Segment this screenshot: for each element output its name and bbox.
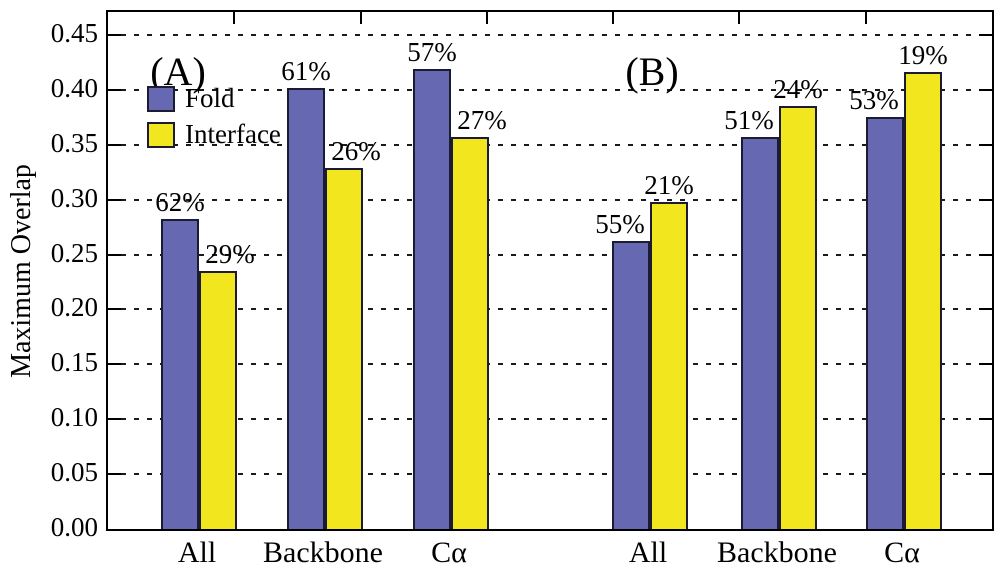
fold-bar-b-2	[866, 117, 904, 529]
gridline	[108, 89, 992, 91]
y-tick-label: 0.00	[50, 512, 98, 542]
fold-bar-a-1	[287, 87, 325, 529]
x-tick-label: Cα	[431, 536, 467, 569]
bar-percentage-label: 53%	[849, 85, 899, 116]
top-axis-tick	[738, 12, 741, 24]
left-axis-tick	[108, 34, 121, 36]
left-axis-tick	[108, 418, 121, 420]
x-tick-label: All	[177, 536, 217, 569]
right-axis-tick	[979, 363, 992, 365]
bar-percentage-label: 62%	[155, 187, 205, 218]
panel-label-b: (B)	[625, 49, 679, 94]
right-axis-tick	[979, 308, 992, 310]
legend-label-interface: Interface	[185, 119, 281, 149]
fold-bar-b-0	[612, 241, 650, 529]
interface-bar-b-0	[650, 201, 688, 529]
bar-percentage-label: 57%	[407, 37, 457, 68]
gridline	[108, 254, 992, 256]
y-tick-label: 0.20	[50, 292, 98, 323]
fold-bar-a-0	[161, 219, 199, 529]
x-tick-label: All	[628, 536, 668, 569]
y-tick-label: 0.40	[50, 72, 98, 103]
y-tick-label: 0.35	[50, 127, 98, 158]
gridline	[108, 363, 992, 365]
top-axis-tick	[485, 12, 488, 24]
bar-percentage-label: 51%	[724, 105, 774, 136]
fold-bar-a-2	[413, 69, 451, 529]
plot-area: 62% 61% 57% 29% 26% 27% 55% 51% 53% 21% 24% 19% (A)…	[106, 10, 994, 531]
left-axis-tick	[108, 89, 121, 91]
y-tick-label: 0.30	[50, 182, 98, 213]
interface-bar-a-1	[325, 167, 363, 529]
left-axis-tick	[108, 473, 121, 475]
right-axis-tick	[979, 254, 992, 256]
bar-percentage-label: 27%	[457, 105, 507, 136]
interface-color-swatch	[147, 121, 175, 148]
right-axis-tick	[979, 473, 992, 475]
fold-bar-b-1	[741, 137, 779, 529]
interface-bar-b-1	[779, 106, 817, 529]
left-axis-tick	[108, 199, 121, 201]
y-tick-label: 0.10	[50, 402, 98, 433]
x-tick-label: Backbone	[263, 536, 383, 569]
fold-color-swatch	[147, 85, 175, 112]
gridline	[108, 144, 992, 146]
top-axis-tick	[359, 12, 362, 24]
left-axis-tick	[108, 144, 121, 146]
left-axis-tick	[108, 308, 121, 310]
bar-percentage-label: 21%	[644, 169, 694, 200]
left-axis-tick	[108, 254, 121, 256]
y-tick-label: 0.05	[50, 457, 98, 488]
right-axis-tick	[979, 89, 992, 91]
y-tick-label: 0.45	[50, 18, 98, 49]
right-axis-tick	[979, 418, 992, 420]
y-tick-label: 0.15	[50, 347, 98, 378]
legend-label-fold: Fold	[185, 83, 235, 113]
top-axis-tick	[612, 12, 615, 24]
top-axis-tick	[864, 12, 867, 24]
x-tick-label: Cα	[884, 536, 920, 569]
left-axis-tick	[108, 363, 121, 365]
gridline	[108, 308, 992, 310]
gridline	[108, 418, 992, 420]
bar-percentage-label: 61%	[281, 55, 331, 86]
interface-bar-a-0	[199, 271, 237, 529]
bar-percentage-label: 29%	[205, 239, 255, 270]
legend-item-interface: Interface	[147, 120, 281, 149]
legend-item-fold: Fold	[147, 84, 281, 113]
bar-percentage-label: 19%	[898, 40, 948, 71]
legend: Fold Interface	[147, 84, 281, 156]
gridline	[108, 473, 992, 475]
bar-percentage-label: 24%	[773, 74, 823, 105]
top-axis-tick	[233, 12, 236, 24]
interface-bar-b-2	[904, 72, 942, 529]
y-tick-label: 0.25	[50, 237, 98, 268]
right-axis-tick	[979, 34, 992, 36]
bar-percentage-label: 55%	[595, 209, 645, 240]
x-tick-label: Backbone	[717, 536, 837, 569]
right-axis-tick	[979, 199, 992, 201]
gridline	[108, 199, 992, 201]
gridline	[108, 34, 992, 36]
interface-bar-a-2	[451, 137, 489, 529]
bar-percentage-label: 26%	[331, 135, 381, 166]
right-axis-tick	[979, 144, 992, 146]
